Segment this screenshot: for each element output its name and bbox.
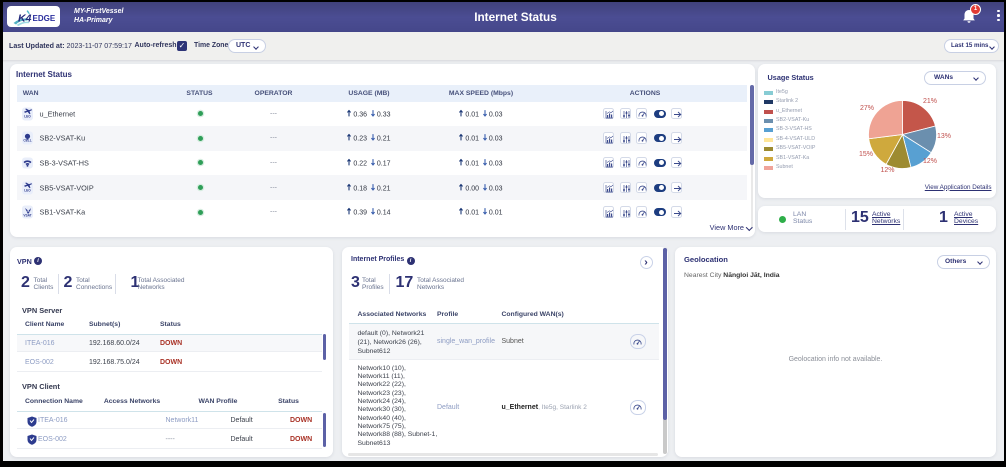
svg-text:EDGE: EDGE (33, 14, 56, 23)
svg-text:K4: K4 (18, 13, 32, 25)
